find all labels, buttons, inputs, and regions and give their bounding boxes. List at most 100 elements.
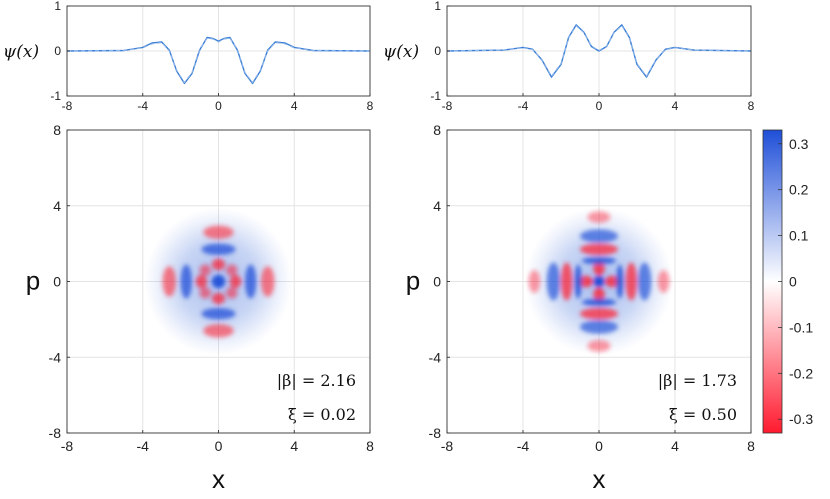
wigner-lobe — [580, 229, 618, 243]
wigner-heatmap — [524, 207, 674, 356]
x-tick-label: -4 — [518, 99, 529, 113]
parameter-annotation: ξ = 0.02 — [288, 405, 356, 424]
x-tick-label: -4 — [137, 438, 150, 454]
y-tick-label: -4 — [49, 349, 62, 365]
wigner-lobe — [203, 324, 234, 338]
x-tick-label: 4 — [671, 438, 679, 454]
y-tick-label: 1 — [434, 0, 441, 13]
x-tick-label: 0 — [595, 438, 603, 454]
wigner-lobe — [581, 256, 617, 265]
y-axis-label: ψ(x) — [3, 42, 39, 62]
wigner-lobe — [195, 274, 208, 289]
wigner-lobe — [261, 266, 275, 297]
y-tick-label: -1 — [50, 89, 61, 103]
colorbar-tick-label: -0.3 — [789, 411, 813, 427]
wigner-lobe — [587, 340, 611, 352]
bottom-right-wigner-panel: |β| = 1.73 ξ = 0.50 x p -8 -4 0 4 8 8 4 0 -4 -8 — [406, 122, 755, 494]
parameter-annotation: |β| = 2.16 — [277, 371, 356, 390]
psi-dashed-series — [446, 25, 752, 77]
colorbar: 0.3 0.2 0.1 0 -0.1 -0.2 -0.3 — [762, 129, 813, 434]
wigner-lobe — [593, 287, 605, 303]
wigner-lobe — [593, 275, 605, 288]
y-tick-label: -1 — [430, 89, 441, 103]
x-axis-label: x — [212, 464, 225, 494]
wigner-lobe — [199, 287, 211, 299]
wigner-lobe — [199, 264, 211, 276]
wigner-lobe — [580, 243, 618, 256]
x-tick-label: 8 — [747, 438, 755, 454]
x-tick-label: -8 — [62, 99, 73, 113]
wigner-lobe — [625, 262, 637, 301]
x-tick-label: 4 — [672, 99, 679, 113]
colorbar-tick-label: 0.2 — [789, 182, 809, 198]
y-tick-label: 4 — [53, 198, 61, 214]
psi-dashed-series — [66, 37, 371, 84]
colorbar-tick-label: -0.1 — [789, 319, 813, 335]
wigner-lobe — [580, 307, 618, 320]
y-tick-label: 8 — [53, 122, 61, 138]
y-tick-label: -8 — [49, 425, 62, 441]
wigner-lobe — [245, 264, 257, 299]
wigner-lobe — [580, 320, 618, 334]
wigner-lobe — [180, 264, 192, 299]
psi-solid-series — [66, 36, 371, 85]
y-tick-label: 0 — [434, 44, 441, 58]
y-tick-label: 0 — [433, 274, 441, 290]
wigner-lobe — [211, 292, 226, 305]
wigner-lobe — [203, 225, 234, 239]
x-tick-label: -8 — [442, 99, 453, 113]
x-tick-label: -8 — [61, 438, 74, 454]
wigner-lobe — [211, 274, 226, 289]
wigner-lobe — [604, 275, 620, 288]
y-axis-label: p — [26, 266, 40, 296]
y-tick-label: 0 — [54, 44, 61, 58]
wigner-lobe — [226, 264, 238, 276]
wigner-lobe — [528, 270, 541, 293]
colorbar-tick-label: -0.2 — [789, 365, 813, 381]
y-tick-label: 4 — [433, 198, 441, 214]
x-tick-label: -4 — [137, 99, 148, 113]
wigner-lobe — [593, 260, 605, 276]
wigner-lobe — [201, 243, 236, 255]
wigner-lobe — [211, 258, 226, 271]
wigner-lobe — [616, 264, 624, 299]
x-axis-label: x — [593, 464, 606, 494]
x-tick-label: -8 — [441, 438, 454, 454]
y-tick-label: 0 — [53, 274, 61, 290]
x-tick-label: 8 — [366, 438, 374, 454]
x-tick-label: 8 — [748, 99, 755, 113]
colorbar-tick-label: 0.3 — [789, 136, 809, 152]
wigner-lobe — [226, 287, 238, 299]
wigner-lobe — [574, 264, 582, 299]
y-axis-label: p — [406, 266, 420, 296]
wigner-lobe — [162, 266, 176, 297]
colorbar-tick-label: 0 — [789, 274, 797, 290]
x-tick-label: 0 — [215, 99, 222, 113]
y-tick-label: 8 — [433, 122, 441, 138]
y-tick-label: 1 — [54, 0, 61, 13]
wigner-lobe — [561, 262, 573, 301]
wigner-lobe — [581, 298, 617, 307]
x-tick-label: 0 — [215, 438, 223, 454]
colorbar-tick-label: 0.1 — [789, 228, 809, 244]
wigner-lobe — [546, 262, 561, 301]
y-tick-label: -4 — [429, 349, 442, 365]
parameter-annotation: |β| = 1.73 — [658, 371, 737, 390]
wigner-lobe — [637, 262, 652, 301]
x-tick-label: 4 — [291, 99, 298, 113]
x-tick-label: 8 — [367, 99, 374, 113]
x-tick-label: 0 — [596, 99, 603, 113]
wigner-lobe — [657, 270, 670, 293]
wigner-heatmap — [144, 207, 293, 356]
parameter-annotation: ξ = 0.50 — [669, 405, 737, 424]
wigner-lobe — [578, 275, 594, 288]
wigner-lobe — [201, 308, 236, 320]
top-left-wavefunction-panel: ψ(x) -8 -4 0 4 8 1 0 -1 — [3, 0, 374, 113]
x-tick-label: -4 — [517, 438, 530, 454]
bottom-left-wigner-panel: |β| = 2.16 ξ = 0.02 x p -8 -4 0 4 8 8 4 0 -4 -8 — [26, 122, 374, 494]
top-right-wavefunction-panel: ψ(x) -8 -4 0 4 8 1 0 -1 — [383, 0, 755, 113]
wigner-lobe — [587, 211, 611, 223]
y-tick-label: -8 — [429, 425, 442, 441]
y-axis-label: ψ(x) — [383, 42, 419, 62]
